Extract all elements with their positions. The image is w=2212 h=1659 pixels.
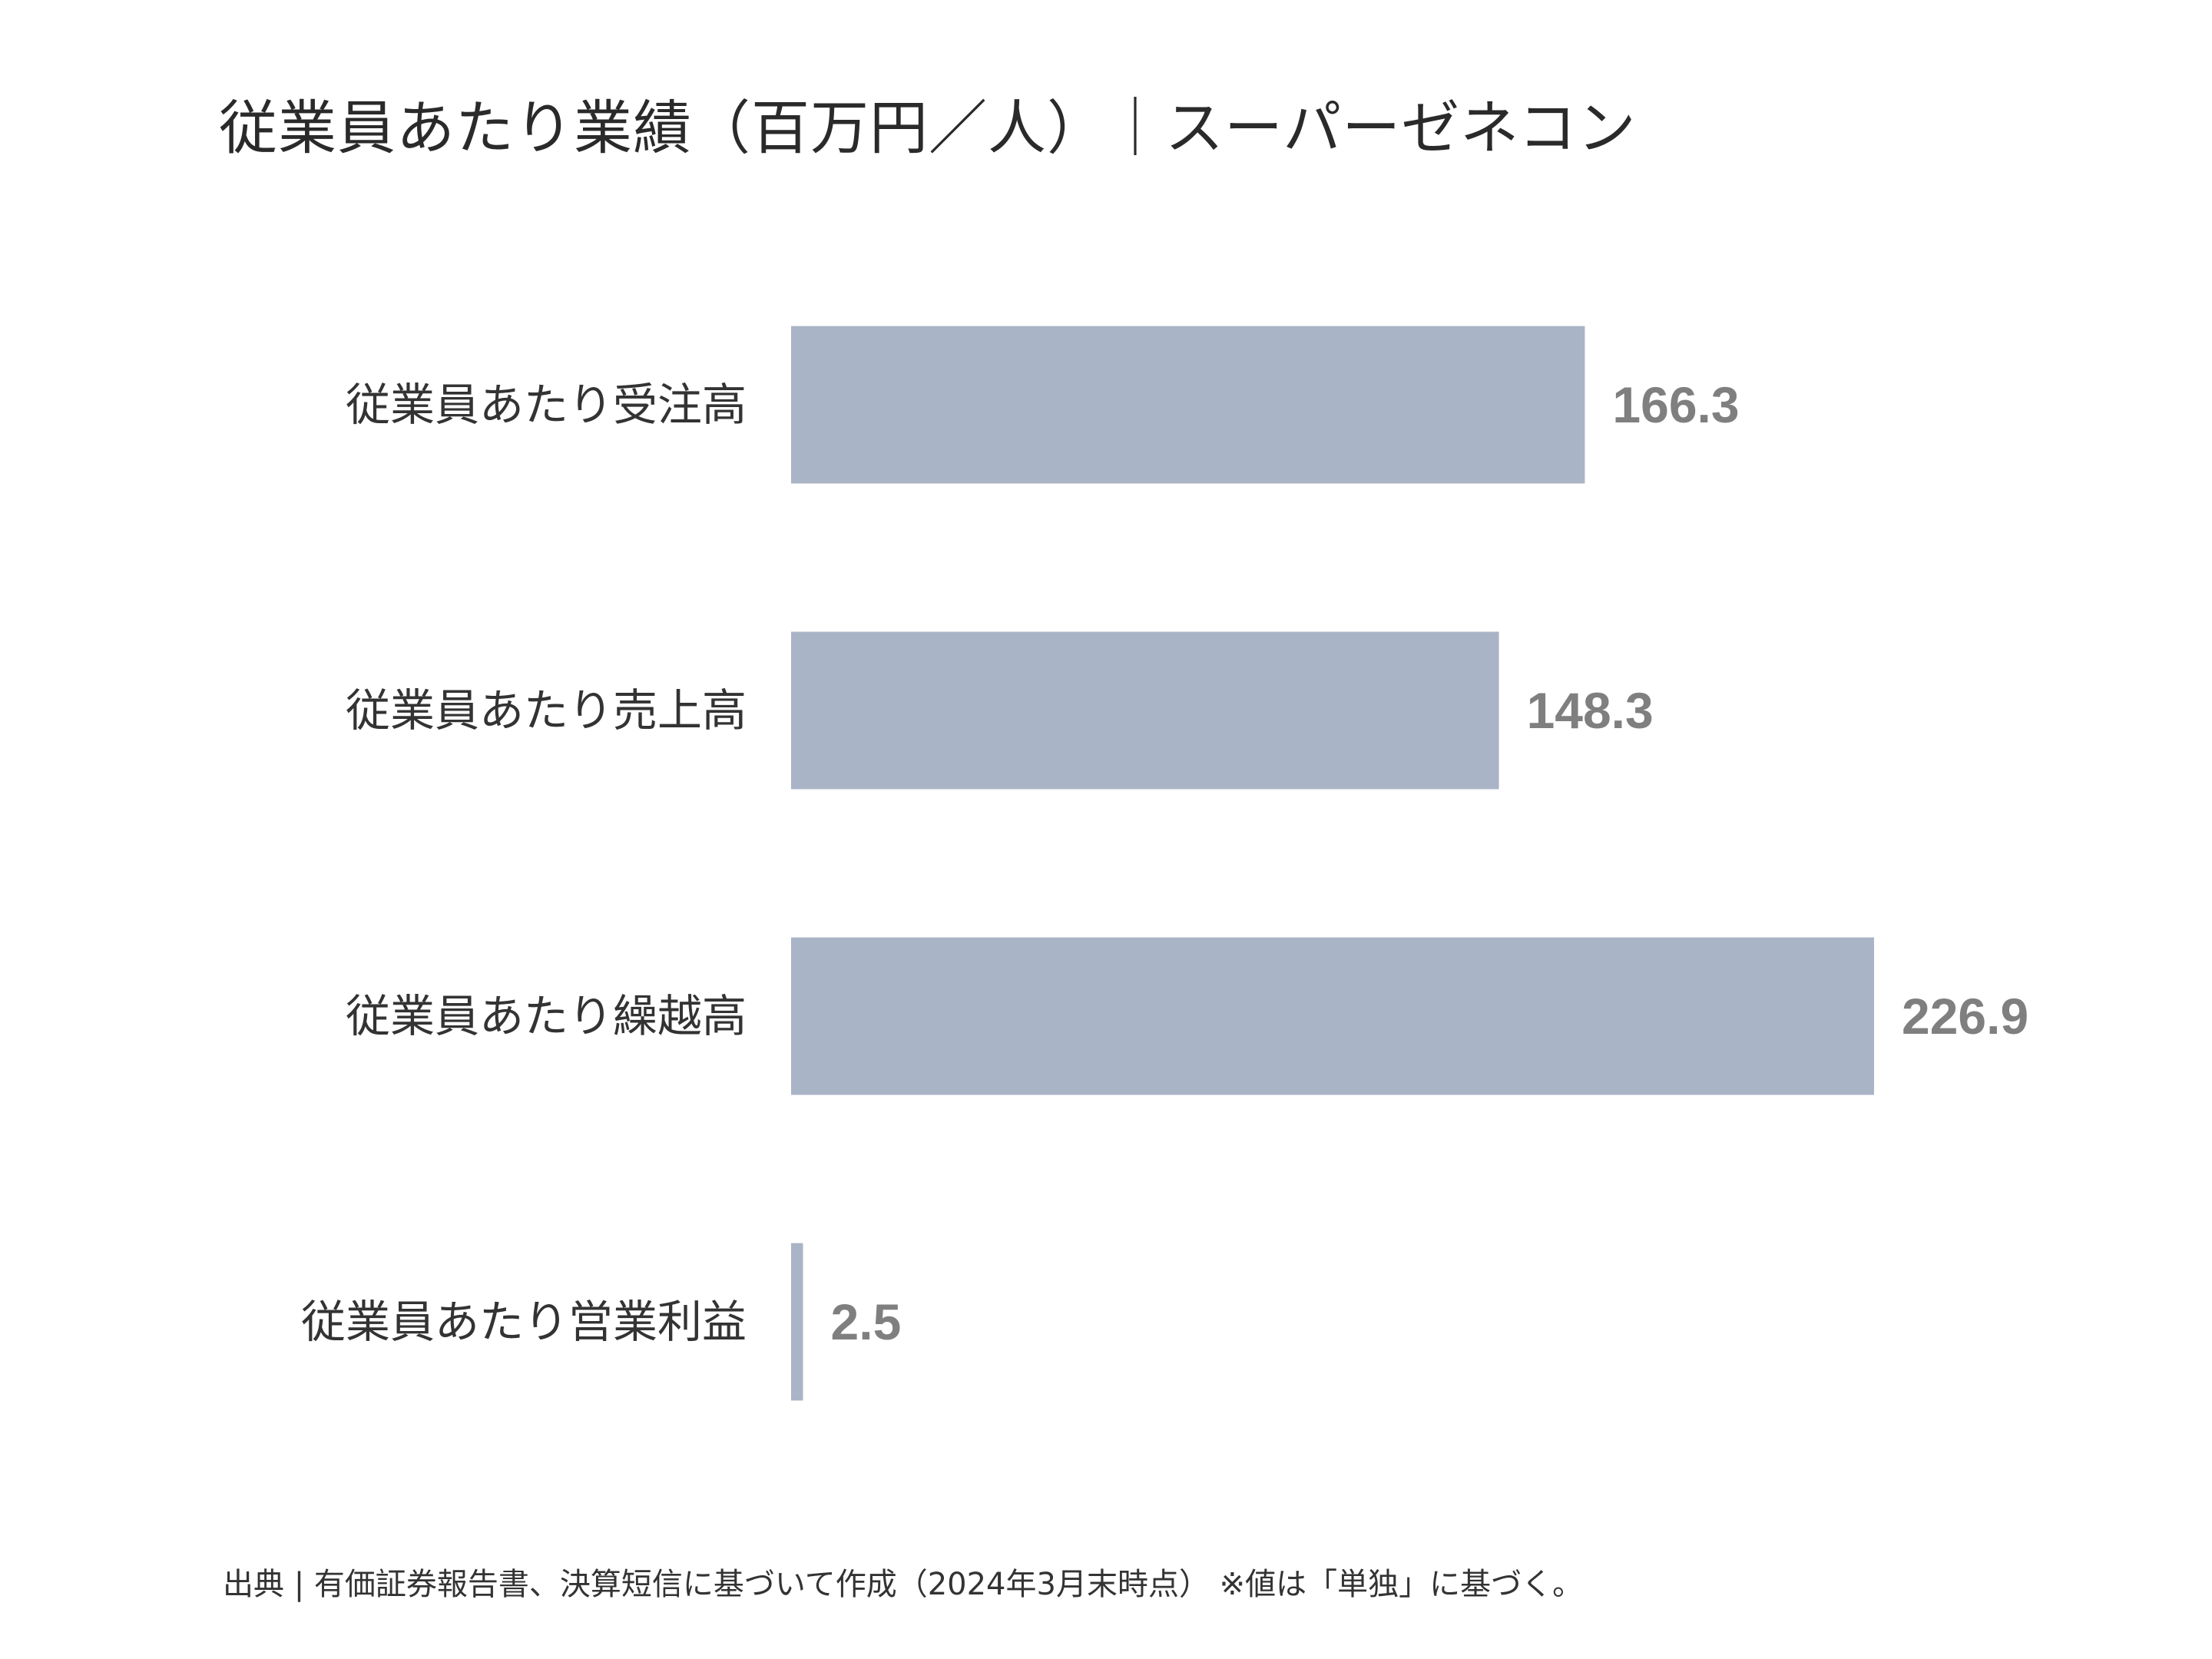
category-label: 従業員あたり売上高 — [346, 684, 747, 737]
bar — [791, 631, 1499, 790]
category-label: 従業員あたり受注高 — [346, 379, 747, 431]
bar — [791, 937, 1874, 1095]
value-label: 226.9 — [1902, 988, 2028, 1045]
bar — [791, 1243, 803, 1401]
category-label: 従業員あたり営業利益 — [301, 1296, 747, 1348]
category-label: 従業員あたり繰越高 — [346, 990, 747, 1042]
value-label: 2.5 — [831, 1293, 902, 1350]
value-label: 166.3 — [1612, 376, 1739, 433]
bar — [791, 326, 1585, 484]
value-label: 148.3 — [1527, 682, 1654, 739]
chart-title: 従業員あたり業績（百万円／人）｜スーパーゼネコン — [219, 94, 1637, 162]
source-note: 出典 | 有価証券報告書、決算短信に基づいて作成（2024年3月末時点） ※値は… — [223, 1567, 1584, 1602]
